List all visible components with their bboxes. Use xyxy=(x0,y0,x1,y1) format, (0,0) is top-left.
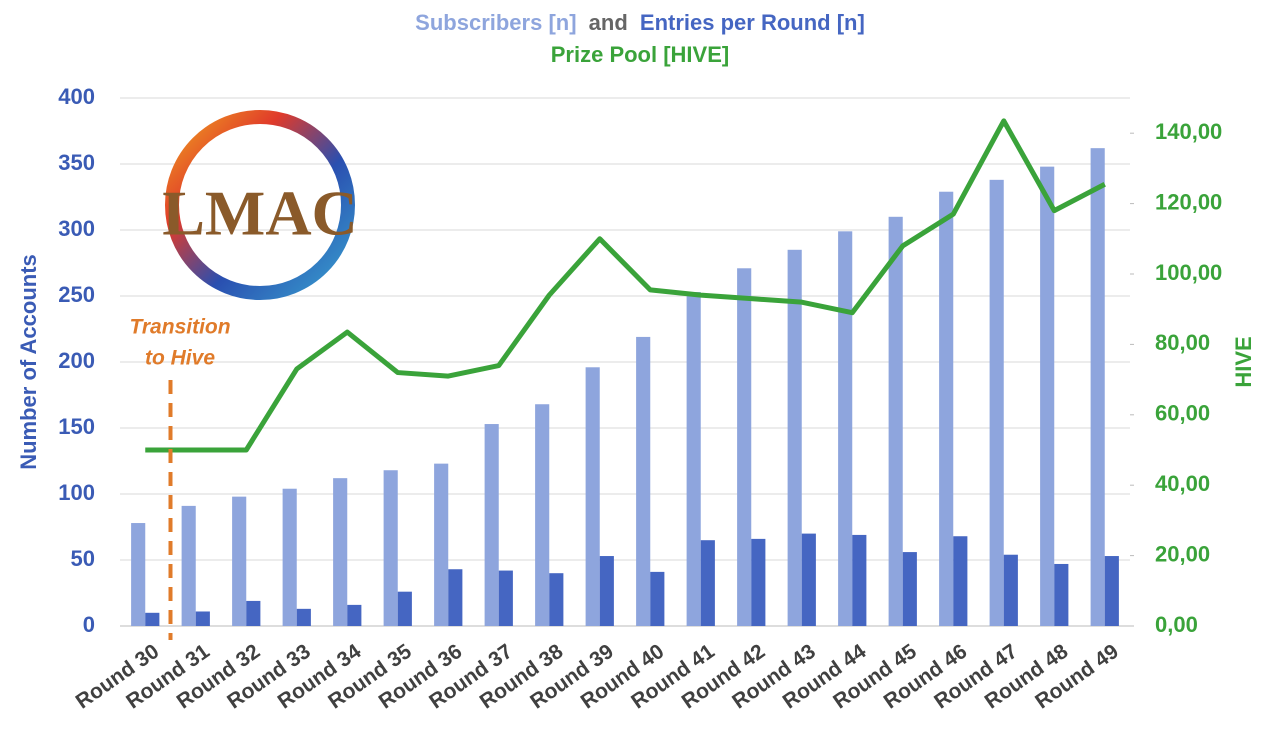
title-part: Subscribers [n] xyxy=(415,10,576,35)
bar xyxy=(195,611,210,626)
bar xyxy=(801,533,816,626)
bar xyxy=(585,367,600,626)
y-tick-label: 400 xyxy=(58,84,95,109)
bar xyxy=(484,424,499,626)
bar xyxy=(636,336,651,626)
y2-tick-label: 120,00 xyxy=(1155,189,1222,214)
bar xyxy=(989,179,1004,626)
y2-axis-label: HIVE xyxy=(1231,336,1256,387)
y-tick-label: 150 xyxy=(58,414,95,439)
y-axis-label: Number of Accounts xyxy=(16,254,41,470)
y2-tick-label: 40,00 xyxy=(1155,471,1210,496)
bar xyxy=(939,191,954,626)
bar xyxy=(397,591,412,626)
line-series xyxy=(145,118,1106,453)
y2-tick-label: 100,00 xyxy=(1155,260,1222,285)
bar xyxy=(333,478,348,626)
bar xyxy=(535,404,550,626)
annotation-text: Transition xyxy=(129,316,230,339)
bar xyxy=(700,540,715,626)
bar xyxy=(953,536,968,626)
title-part: and xyxy=(589,10,628,35)
y2-tick-label: 140,00 xyxy=(1155,119,1222,144)
y-tick-label: 350 xyxy=(58,150,95,175)
logo: LMAC xyxy=(162,110,358,300)
bar xyxy=(232,496,247,626)
bar xyxy=(751,538,766,626)
logo-text: LMAC xyxy=(162,178,358,249)
bar xyxy=(181,505,196,626)
chart-subtitle: Prize Pool [HIVE] xyxy=(551,42,729,67)
y-tick-label: 0 xyxy=(83,612,95,637)
bar xyxy=(246,600,261,626)
bar xyxy=(282,488,297,626)
bar xyxy=(737,268,752,626)
logo-ring xyxy=(165,110,355,300)
bar xyxy=(902,552,917,626)
bar xyxy=(145,612,160,626)
bar xyxy=(838,231,853,626)
bar xyxy=(448,569,463,626)
bar xyxy=(383,470,398,626)
bar xyxy=(686,292,701,626)
bar xyxy=(852,534,867,626)
bar xyxy=(1040,166,1055,626)
bar xyxy=(498,570,513,626)
chart-title: Subscribers [n] and Entries per Round [n… xyxy=(415,10,865,35)
title-part: Entries per Round [n] xyxy=(640,10,865,35)
bar xyxy=(434,463,449,626)
bar xyxy=(549,573,564,626)
annotation-text: to Hive xyxy=(145,347,215,370)
bar xyxy=(599,556,614,626)
bar xyxy=(787,249,802,627)
bar xyxy=(1090,148,1105,626)
y-tick-label: 300 xyxy=(58,216,95,241)
y2-tick-label: 60,00 xyxy=(1155,401,1210,426)
bar xyxy=(888,216,903,627)
y2-tick-label: 0,00 xyxy=(1155,612,1198,637)
y2-tick-label: 80,00 xyxy=(1155,330,1210,355)
y-tick-label: 200 xyxy=(58,348,95,373)
bar xyxy=(347,604,362,626)
bar xyxy=(296,608,311,626)
bar xyxy=(650,571,665,626)
bar xyxy=(1104,556,1119,626)
bar xyxy=(131,523,146,626)
bar xyxy=(1003,554,1018,626)
bar xyxy=(1054,563,1069,626)
y-tick-label: 250 xyxy=(58,282,95,307)
y-tick-label: 50 xyxy=(71,546,95,571)
y2-tick-label: 20,00 xyxy=(1155,541,1210,566)
y-tick-label: 100 xyxy=(58,480,95,505)
